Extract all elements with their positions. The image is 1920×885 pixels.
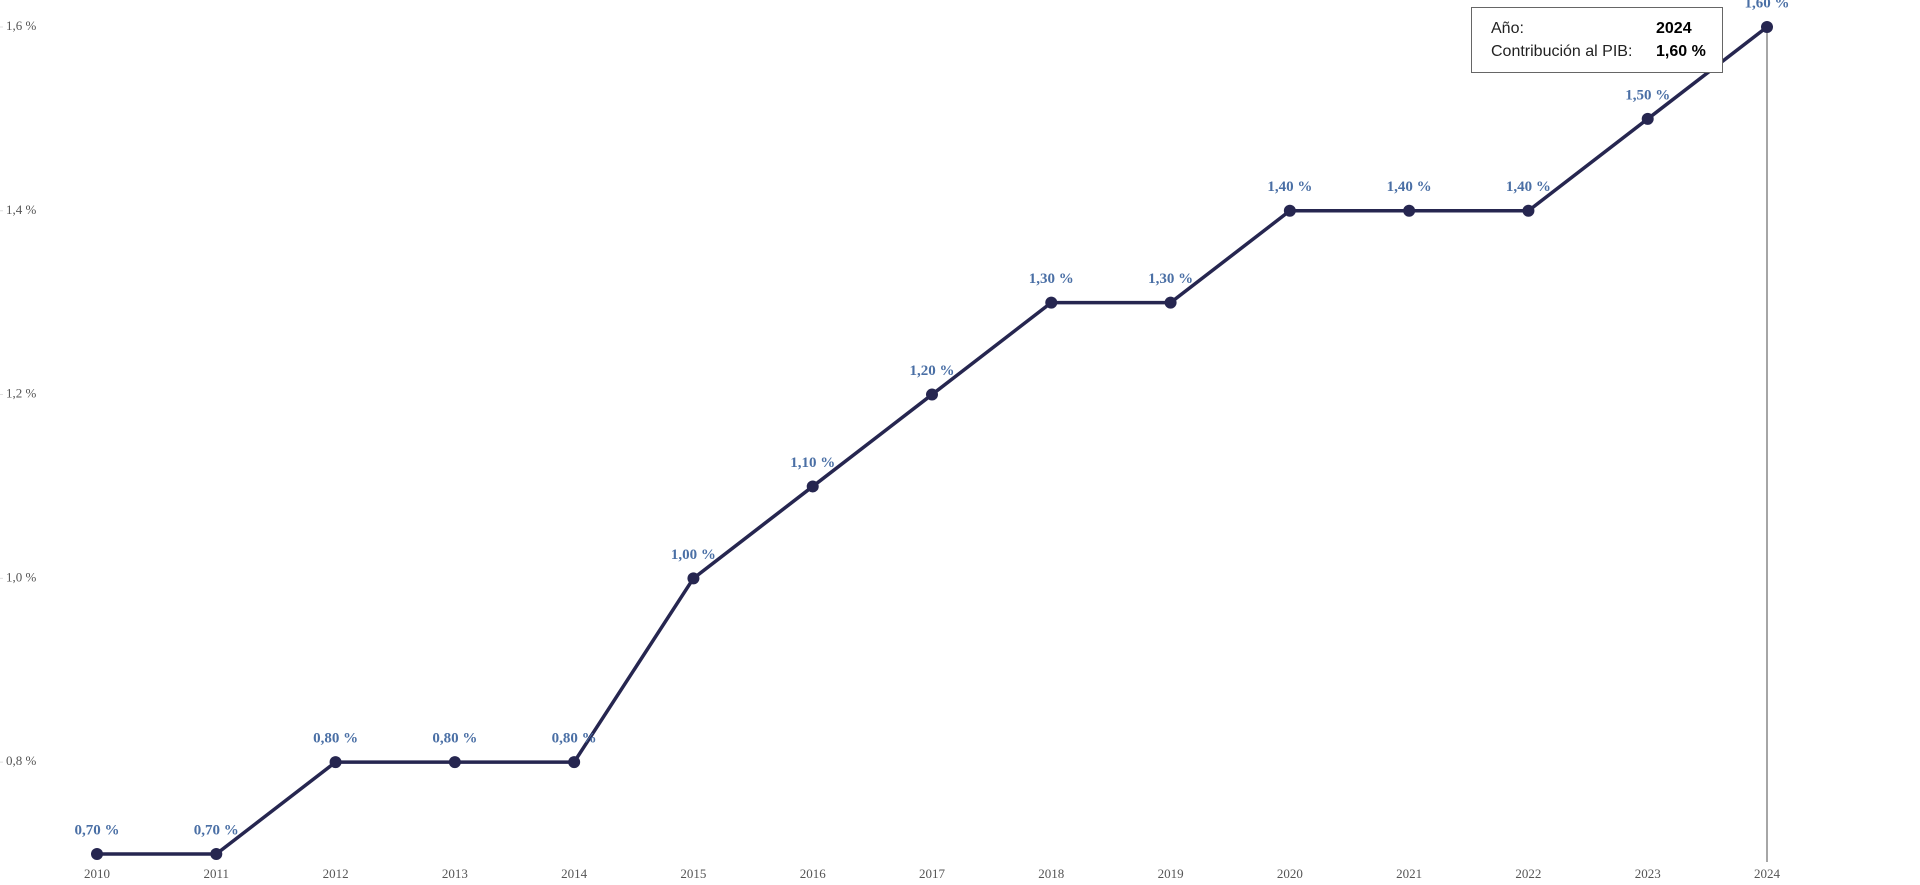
- x-tick-label: 2018: [1038, 866, 1064, 880]
- point: [1283, 204, 1296, 217]
- point: [210, 848, 223, 860]
- x-tick-label: 2017: [919, 866, 946, 880]
- point: [1761, 21, 1773, 33]
- point: [329, 756, 342, 769]
- value-label: 1,40 %: [1387, 179, 1432, 195]
- tooltip-row: Año: 2024: [1491, 17, 1722, 40]
- value-label: 0,80 %: [432, 731, 477, 747]
- x-tick-label: 2021: [1396, 866, 1422, 880]
- value-label: 0,70 %: [194, 822, 239, 838]
- tooltip-value: 1,60 %: [1656, 42, 1706, 60]
- value-label: 1,40 %: [1267, 179, 1312, 195]
- y-tick-label: 1,6 %: [6, 18, 37, 33]
- x-tick-label: 2011: [204, 866, 230, 880]
- value-label: 0,70 %: [75, 822, 120, 838]
- value-label: 1,20 %: [910, 363, 955, 379]
- value-label: 0,80 %: [313, 731, 358, 747]
- tooltip-key: Contribución al PIB:: [1491, 42, 1633, 60]
- x-tick-label: 2013: [442, 866, 468, 880]
- y-tick-label: 1,0 %: [6, 569, 37, 584]
- x-tick-label: 2010: [84, 866, 110, 880]
- tooltip-key: Año:: [1491, 19, 1524, 37]
- value-label: 1,40 %: [1506, 179, 1551, 195]
- y-tick-label: 1,4 %: [6, 202, 37, 217]
- tooltip-row: Contribución al PIB: 1,60 %: [1491, 40, 1722, 63]
- x-tick-label: 2014: [561, 866, 588, 880]
- x-tick-label: 2012: [323, 866, 349, 880]
- point: [91, 848, 103, 860]
- x-tick-label: 2023: [1635, 866, 1661, 880]
- point: [1164, 296, 1177, 309]
- point: [448, 756, 461, 769]
- value-label: 1,00 %: [671, 547, 716, 563]
- point: [1045, 296, 1058, 309]
- point: [1641, 112, 1654, 125]
- point: [806, 480, 819, 493]
- value-label: 0,80 %: [552, 731, 597, 747]
- point: [1522, 204, 1535, 217]
- value-label: 1,50 %: [1625, 87, 1670, 103]
- point: [926, 388, 938, 401]
- tooltip-value: 2024: [1656, 19, 1692, 37]
- y-tick-label: 0,8 %: [6, 753, 37, 768]
- value-label: 1,30 %: [1029, 271, 1074, 287]
- point: [568, 756, 581, 769]
- x-tick-label: 2020: [1277, 866, 1303, 880]
- tooltip: Año: 2024 Contribución al PIB: 1,60 %: [1471, 7, 1723, 73]
- value-label: 1,60 %: [1745, 0, 1790, 11]
- value-label: 1,30 %: [1148, 271, 1193, 287]
- x-tick-label: 2015: [680, 866, 706, 880]
- point: [1403, 204, 1416, 217]
- point: [687, 572, 700, 585]
- x-tick-label: 2019: [1158, 866, 1184, 880]
- y-tick-label: 1,2 %: [6, 386, 37, 401]
- value-label: 1,10 %: [790, 455, 835, 471]
- x-tick-label: 2022: [1515, 866, 1541, 880]
- x-tick-label: 2024: [1754, 866, 1781, 880]
- x-tick-label: 2016: [800, 866, 827, 880]
